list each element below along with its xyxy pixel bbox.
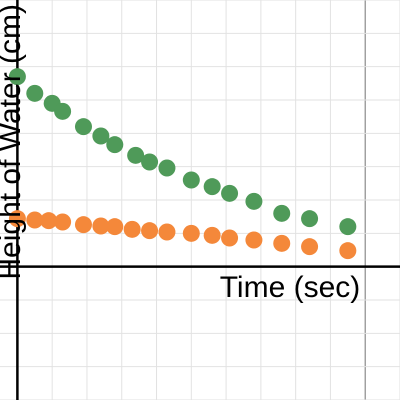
data-point-orange-12 xyxy=(221,229,239,247)
data-point-orange-13 xyxy=(245,231,263,249)
data-point-green-16 xyxy=(339,218,357,236)
data-point-orange-2 xyxy=(40,212,58,230)
data-point-green-14 xyxy=(273,204,291,222)
data-point-orange-10 xyxy=(182,224,200,242)
data-point-orange-0 xyxy=(8,210,26,228)
data-point-orange-8 xyxy=(141,222,159,240)
data-point-orange-9 xyxy=(158,223,176,241)
data-point-green-3 xyxy=(54,102,72,120)
data-point-green-5 xyxy=(92,127,110,145)
data-point-orange-3 xyxy=(54,213,72,231)
data-point-orange-11 xyxy=(203,226,221,244)
data-point-orange-15 xyxy=(301,238,319,256)
data-point-orange-1 xyxy=(26,211,44,229)
data-point-green-13 xyxy=(245,192,263,210)
data-point-green-9 xyxy=(158,159,176,177)
data-point-orange-4 xyxy=(74,216,92,234)
data-point-orange-16 xyxy=(339,242,357,260)
x-axis-label: Time (sec) xyxy=(220,271,361,304)
data-point-green-15 xyxy=(301,210,319,228)
data-point-orange-5 xyxy=(92,217,110,235)
data-point-green-12 xyxy=(221,184,239,202)
data-point-green-11 xyxy=(203,178,221,196)
data-point-green-4 xyxy=(74,118,92,136)
data-point-green-8 xyxy=(141,153,159,171)
data-point-orange-7 xyxy=(123,220,141,238)
data-point-green-1 xyxy=(26,84,44,102)
data-point-orange-6 xyxy=(106,218,124,236)
data-point-green-6 xyxy=(106,136,124,154)
data-point-orange-14 xyxy=(273,234,291,252)
data-point-green-10 xyxy=(182,171,200,189)
data-point-green-0 xyxy=(8,68,26,86)
y-axis-label: Height of Water (cm) xyxy=(0,4,27,280)
data-points xyxy=(8,68,357,260)
data-point-green-7 xyxy=(127,146,145,164)
